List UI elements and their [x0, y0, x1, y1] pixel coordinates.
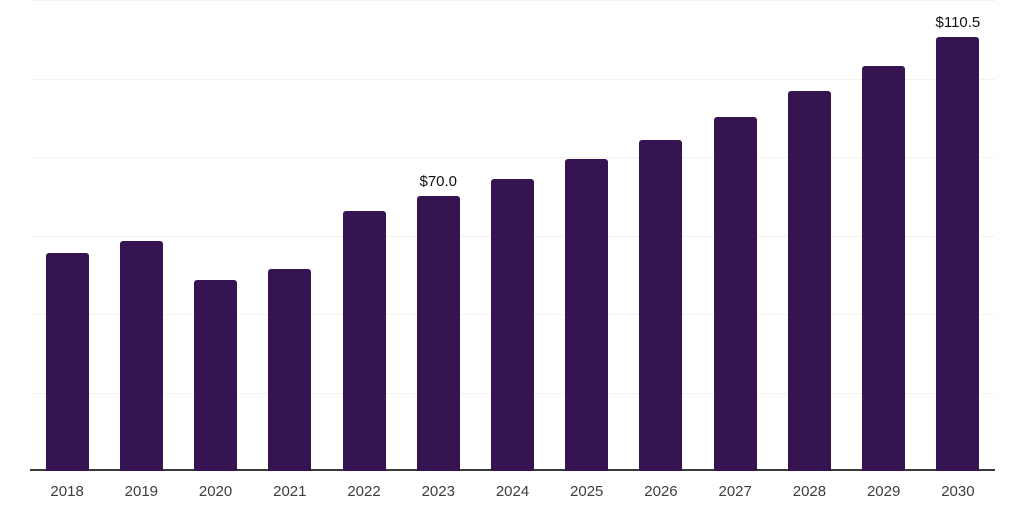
x-tick-2027: 2027	[718, 483, 752, 500]
x-tick-2029: 2029	[866, 483, 901, 500]
x-tick-2022: 2022	[347, 483, 381, 500]
x-tick-2028: 2028	[792, 483, 827, 500]
gridline-100	[30, 78, 995, 80]
plot-area: $70.0 $110.5	[30, 0, 995, 471]
x-tick-2024: 2024	[495, 483, 530, 500]
bar-2028	[787, 91, 831, 471]
x-tick-2020: 2020	[198, 483, 233, 500]
x-tick-2025: 2025	[570, 483, 604, 500]
bar-2021	[268, 268, 312, 471]
gridline-120	[30, 0, 995, 1]
x-tick-2023: 2023	[421, 483, 455, 500]
x-tick-2018: 2018	[50, 483, 84, 500]
x-tick-2021: 2021	[273, 483, 307, 500]
x-tick-2030: 2030	[941, 483, 975, 500]
x-tick-2019: 2019	[124, 483, 159, 500]
bar-2022	[342, 211, 386, 471]
bar-2025	[565, 159, 609, 471]
data-label-2030: $110.5	[935, 14, 981, 32]
x-axis-tick-labels: 2018 2019 2020 2021 2022 2023 2024 2025 2026 2027…	[0, 471, 1024, 512]
bar-2026	[639, 140, 683, 471]
bar-2020	[194, 279, 238, 471]
bar-2023	[416, 196, 460, 471]
gridline-80	[30, 157, 995, 158]
data-label-2023: $70.0	[419, 173, 458, 191]
x-tick-2026: 2026	[644, 483, 678, 500]
bar-2029	[862, 66, 906, 471]
bar-2027	[713, 117, 757, 471]
bar-2030	[936, 37, 980, 471]
bar-2024	[491, 178, 534, 471]
bar-2019	[119, 241, 163, 471]
bar-2018	[45, 253, 89, 471]
